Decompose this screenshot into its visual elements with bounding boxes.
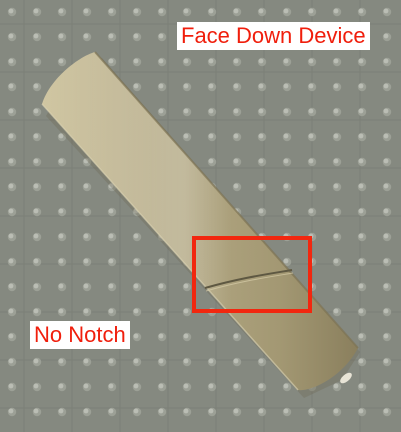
device-body [41,51,360,398]
face-down-device-label: Face Down Device [177,22,370,50]
device-end-cap [340,372,352,384]
no-notch-label: No Notch [30,321,130,349]
highlight-box [192,236,312,313]
cap-seam-line [204,269,293,289]
